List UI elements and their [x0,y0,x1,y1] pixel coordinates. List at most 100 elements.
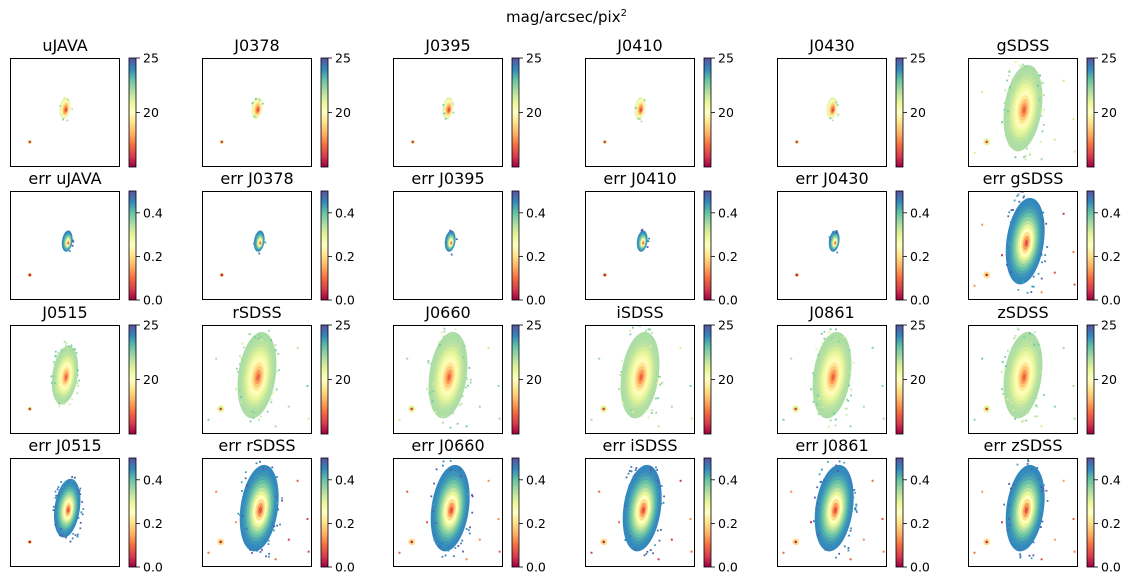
colorbar-tick-label: 0.0 [335,560,355,575]
panel-title-j0395: J0395 [424,36,470,55]
panel-title-zsdss: zSDSS [997,303,1048,322]
colorbar-tick-label: 25 [718,51,734,66]
panel-err-j0660: err J0660 0.0 0.2 0.4 [393,436,546,575]
galaxy-image [973,458,1076,561]
figure-title: mag/arcsec/pix2 [0,8,1133,26]
colorbar-tick-label: 0.0 [335,293,355,308]
colorbar-tick-label: 0.0 [143,560,163,575]
colorbar-tick-label: 25 [526,51,542,66]
colorbar-tick-label: 0.2 [910,516,930,531]
colorbar-tick-label: 0.2 [335,516,355,531]
panel-err-j0430: err J0430 0.0 0.2 0.4 [777,169,930,308]
axes-frame [968,458,1078,567]
colorbar-tick-label: 0.0 [910,560,930,575]
colorbar-err-j0515: 0.0 0.2 0.4 [128,457,163,575]
galaxy-image [27,230,75,278]
axes-frame [10,325,120,434]
panel-title-err-gsdss: err gSDSS [983,169,1064,188]
colorbar-tick-label: 20 [335,372,351,387]
axes-frame [202,58,312,167]
panel-title-ujava: uJAVA [42,36,87,55]
axes-frame [968,325,1078,434]
colorbar-tick-label: 25 [910,318,926,333]
colorbar-tick-label: 0.4 [526,472,546,487]
galaxy-image [410,97,455,145]
colorbar-tick-label: 20 [526,372,542,387]
colorbar-tick-label: 0.0 [526,293,546,308]
axes-frame [585,458,695,567]
colorbar-tick-label: 20 [1101,372,1117,387]
axes-frame [777,58,887,167]
panel-err-j0395: err J0395 0.0 0.2 0.4 [393,169,546,308]
colorbar-err-j0861: 0.0 0.2 0.4 [895,457,930,575]
colorbar-err-gsdss: 0.0 0.2 0.4 [1086,190,1121,308]
axes-frame [393,191,503,300]
colorbar-tick-label: 0.2 [718,249,738,264]
colorbar-tick-label: 20 [910,372,926,387]
colorbar-err-j0430: 0.0 0.2 0.4 [895,190,930,308]
colorbar-tick-label: 0.0 [718,293,738,308]
axes-frame [777,191,887,300]
colorbar-tick-label: 0.0 [143,293,163,308]
panel-err-j0861: err J0861 0.0 0.2 0.4 [777,436,930,575]
panel-title-err-ujava: err uJAVA [28,169,101,188]
colorbar-tick-label: 25 [910,51,926,66]
panel-title-err-j0861: err J0861 [795,436,868,455]
axes-frame [393,58,503,167]
panel-title-err-j0395: err J0395 [411,169,484,188]
panel-title-err-rsdss: err rSDSS [218,436,295,455]
colorbar-tick-label: 25 [718,318,734,333]
galaxy-image [794,230,840,278]
colorbar-tick-label: 20 [718,372,734,387]
colorbar-tick-label: 0.4 [910,472,930,487]
colorbar-tick-label: 25 [143,51,159,66]
galaxy-image [219,97,264,145]
panel-title-j0861: J0861 [808,303,854,322]
colorbar-err-j0378: 0.0 0.2 0.4 [320,190,355,308]
galaxy-image [219,230,267,278]
axes-frame [10,58,120,167]
colorbar-tick-label: 20 [910,105,926,120]
axes-frame [585,191,695,300]
colorbar-tick-label: 20 [335,105,351,120]
colorbar-tick-label: 0.4 [718,205,738,220]
axes-frame [968,191,1078,300]
panel-err-rsdss: err rSDSS 0.0 0.2 0.4 [202,436,355,575]
galaxy-image [794,97,840,145]
galaxy-image [398,460,501,561]
galaxy-image [782,460,885,561]
colorbar-err-zsdss: 0.0 0.2 0.4 [1086,457,1121,575]
colorbar-tick-label: 0.2 [143,516,163,531]
colorbar-tick-label: 0.0 [526,560,546,575]
galaxy-image [27,476,85,545]
colorbar-err-rsdss: 0.0 0.2 0.4 [320,457,355,575]
panel-err-j0378: err J0378 0.0 0.2 0.4 [202,169,355,308]
panel-err-gsdss: err gSDSS 0.0 0.2 0.4 [968,169,1121,308]
panel-title-err-j0515: err J0515 [28,436,101,455]
panel-err-ujava: err uJAVA 0.0 0.2 0.4 [10,169,163,308]
colorbar-tick-label: 0.0 [1101,293,1121,308]
axes-frame [202,325,312,434]
axes-frame [202,191,312,300]
colorbar-tick-label: 20 [526,105,542,120]
colorbar-tick-label: 0.2 [718,516,738,531]
galaxy-image [973,327,1076,428]
panel-err-j0410: err J0410 0.0 0.2 0.4 [585,169,738,308]
galaxy-image [590,325,693,428]
panel-j0395: J0395 20 25 [393,36,542,168]
panel-title-err-zsdss: err zSDSS [984,436,1063,455]
colorbar-tick-label: 25 [335,51,351,66]
panel-err-isdss: err iSDSS 0.0 0.2 0.4 [585,436,738,575]
